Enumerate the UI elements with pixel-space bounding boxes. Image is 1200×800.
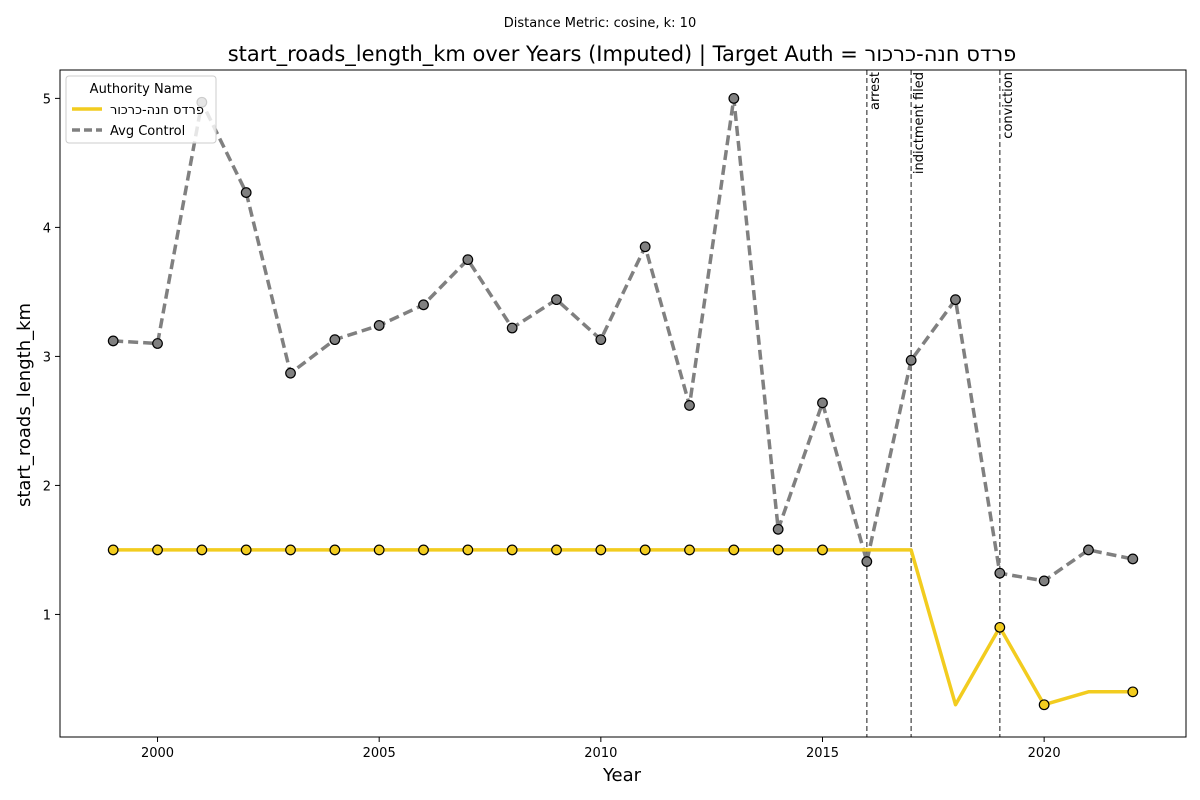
x-tick-label: 2005 bbox=[363, 746, 396, 761]
data-point-target bbox=[418, 544, 429, 556]
y-tick-label: 4 bbox=[43, 221, 51, 236]
data-point-control bbox=[551, 294, 562, 306]
data-point-control bbox=[772, 523, 784, 535]
chart-title: start_roads_length_km over Years (Impute… bbox=[228, 42, 1017, 67]
event-label: arrest bbox=[868, 72, 883, 110]
data-point-control bbox=[373, 320, 385, 331]
event-label: conviction bbox=[1001, 72, 1016, 139]
x-tick-label: 2000 bbox=[141, 746, 174, 761]
data-point-control bbox=[905, 354, 917, 366]
data-point-target bbox=[152, 544, 163, 556]
data-point-control bbox=[817, 397, 828, 409]
data-point-control bbox=[418, 299, 429, 311]
x-axis-title: Year bbox=[602, 765, 642, 786]
data-point-control bbox=[1127, 553, 1139, 565]
legend-label-control: Avg Control bbox=[110, 124, 185, 139]
data-point-control bbox=[994, 567, 1006, 579]
data-point-target bbox=[551, 544, 562, 556]
data-point-target bbox=[684, 544, 695, 556]
plot-frame bbox=[59, 69, 1187, 738]
data-point-target bbox=[639, 544, 651, 556]
data-point-target bbox=[817, 544, 828, 556]
y-tick-label: 3 bbox=[43, 350, 51, 365]
data-point-control bbox=[240, 187, 252, 198]
legend-box bbox=[65, 75, 217, 144]
data-point-target bbox=[1127, 686, 1139, 698]
data-point-target bbox=[373, 544, 385, 556]
x-tick-label: 2010 bbox=[584, 746, 617, 761]
data-point-target bbox=[728, 544, 740, 556]
data-point-target bbox=[1038, 699, 1050, 711]
data-point-target bbox=[107, 544, 119, 556]
data-point-control bbox=[1038, 575, 1050, 587]
series-line-target bbox=[113, 548, 1133, 707]
data-point-target bbox=[595, 544, 607, 556]
y-tick-label: 2 bbox=[43, 479, 51, 494]
data-point-control bbox=[506, 322, 518, 334]
y-axis-title: start_roads_length_km bbox=[14, 303, 35, 507]
y-tick-label: 1 bbox=[43, 608, 51, 623]
data-point-control bbox=[684, 400, 695, 411]
legend: Authority Name פרדס חנה-כרכור Avg Contro… bbox=[65, 75, 217, 144]
data-point-control bbox=[639, 241, 651, 253]
series-line-control bbox=[113, 96, 1134, 583]
event-label: indictment filed bbox=[912, 72, 927, 174]
data-point-control bbox=[950, 294, 961, 306]
y-tick-label: 5 bbox=[43, 92, 51, 107]
data-point-control bbox=[728, 92, 740, 104]
plot-area: 2000 2005 2010 2015 2020 1 2 3 4 5 arrest indictmen… bbox=[43, 69, 1187, 761]
data-point-control bbox=[329, 334, 341, 346]
data-point-control bbox=[1083, 544, 1094, 556]
x-tick-label: 2020 bbox=[1028, 746, 1061, 761]
data-point-control bbox=[107, 335, 119, 347]
legend-label-target: פרדס חנה-כרכור bbox=[110, 103, 204, 118]
data-point-target bbox=[506, 544, 518, 556]
data-point-target bbox=[240, 544, 252, 556]
x-tick-label: 2015 bbox=[806, 746, 839, 761]
data-point-control bbox=[595, 334, 607, 346]
data-point-target bbox=[196, 544, 208, 556]
data-point-target bbox=[462, 544, 474, 556]
data-point-target bbox=[285, 544, 296, 556]
chart-suptitle: Distance Metric: cosine, k: 10 bbox=[504, 16, 696, 31]
data-point-target bbox=[994, 621, 1006, 633]
data-point-control bbox=[861, 556, 873, 567]
legend-title: Authority Name bbox=[90, 82, 193, 97]
data-point-control bbox=[152, 338, 163, 349]
data-point-target bbox=[772, 544, 784, 556]
data-point-control bbox=[285, 367, 296, 379]
data-point-control bbox=[462, 254, 474, 266]
data-point-target bbox=[329, 544, 341, 556]
